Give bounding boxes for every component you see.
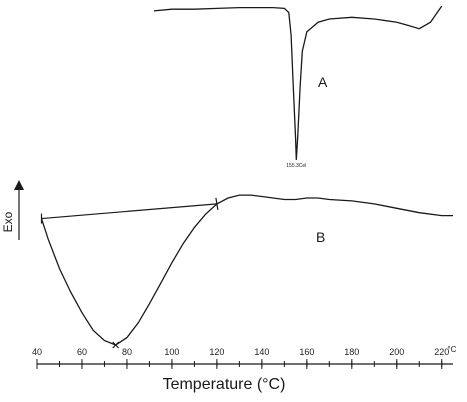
x-tick-label: 160: [299, 347, 314, 357]
min-marker-stroke-2: [112, 341, 120, 349]
curve-b-minimum-marker: [112, 341, 120, 349]
curve-b-right-limit-marker: [215, 197, 219, 210]
x-tick-label: 120: [209, 347, 224, 357]
curve-b: B: [40, 194, 453, 349]
x-axis: 40 60 80 100 120 140 160 180 200 220 °C Temperatu…: [32, 345, 457, 393]
curve-b-label: B: [316, 229, 325, 245]
x-tick-label: 180: [344, 347, 359, 357]
x-tick-label: 60: [77, 347, 87, 357]
exo-indicator: Exo: [1, 180, 24, 240]
x-tick-label: 80: [122, 347, 132, 357]
x-tick-label: 100: [164, 347, 179, 357]
x-tick-label: 140: [254, 347, 269, 357]
x-tick-label: 220: [434, 347, 449, 357]
x-tick-label: 40: [32, 347, 42, 357]
curve-b-line: [40, 194, 453, 346]
x-axis-title: Temperature (°C): [163, 376, 286, 393]
curve-a-peak-label: 155.3Cel: [286, 163, 306, 169]
exo-arrow-head: [14, 180, 24, 190]
curve-b-integration-baseline: [41, 203, 217, 220]
exo-label: Exo: [1, 211, 15, 232]
x-axis-unit: °C: [447, 345, 456, 354]
curve-a-line: [153, 5, 443, 160]
curve-a: A 155.3Cel: [153, 5, 443, 169]
x-tick-label: 200: [389, 347, 404, 357]
x-axis-ticks: 40 60 80 100 120 140 160 180 200 220: [32, 347, 449, 369]
curve-a-label: A: [318, 74, 328, 90]
